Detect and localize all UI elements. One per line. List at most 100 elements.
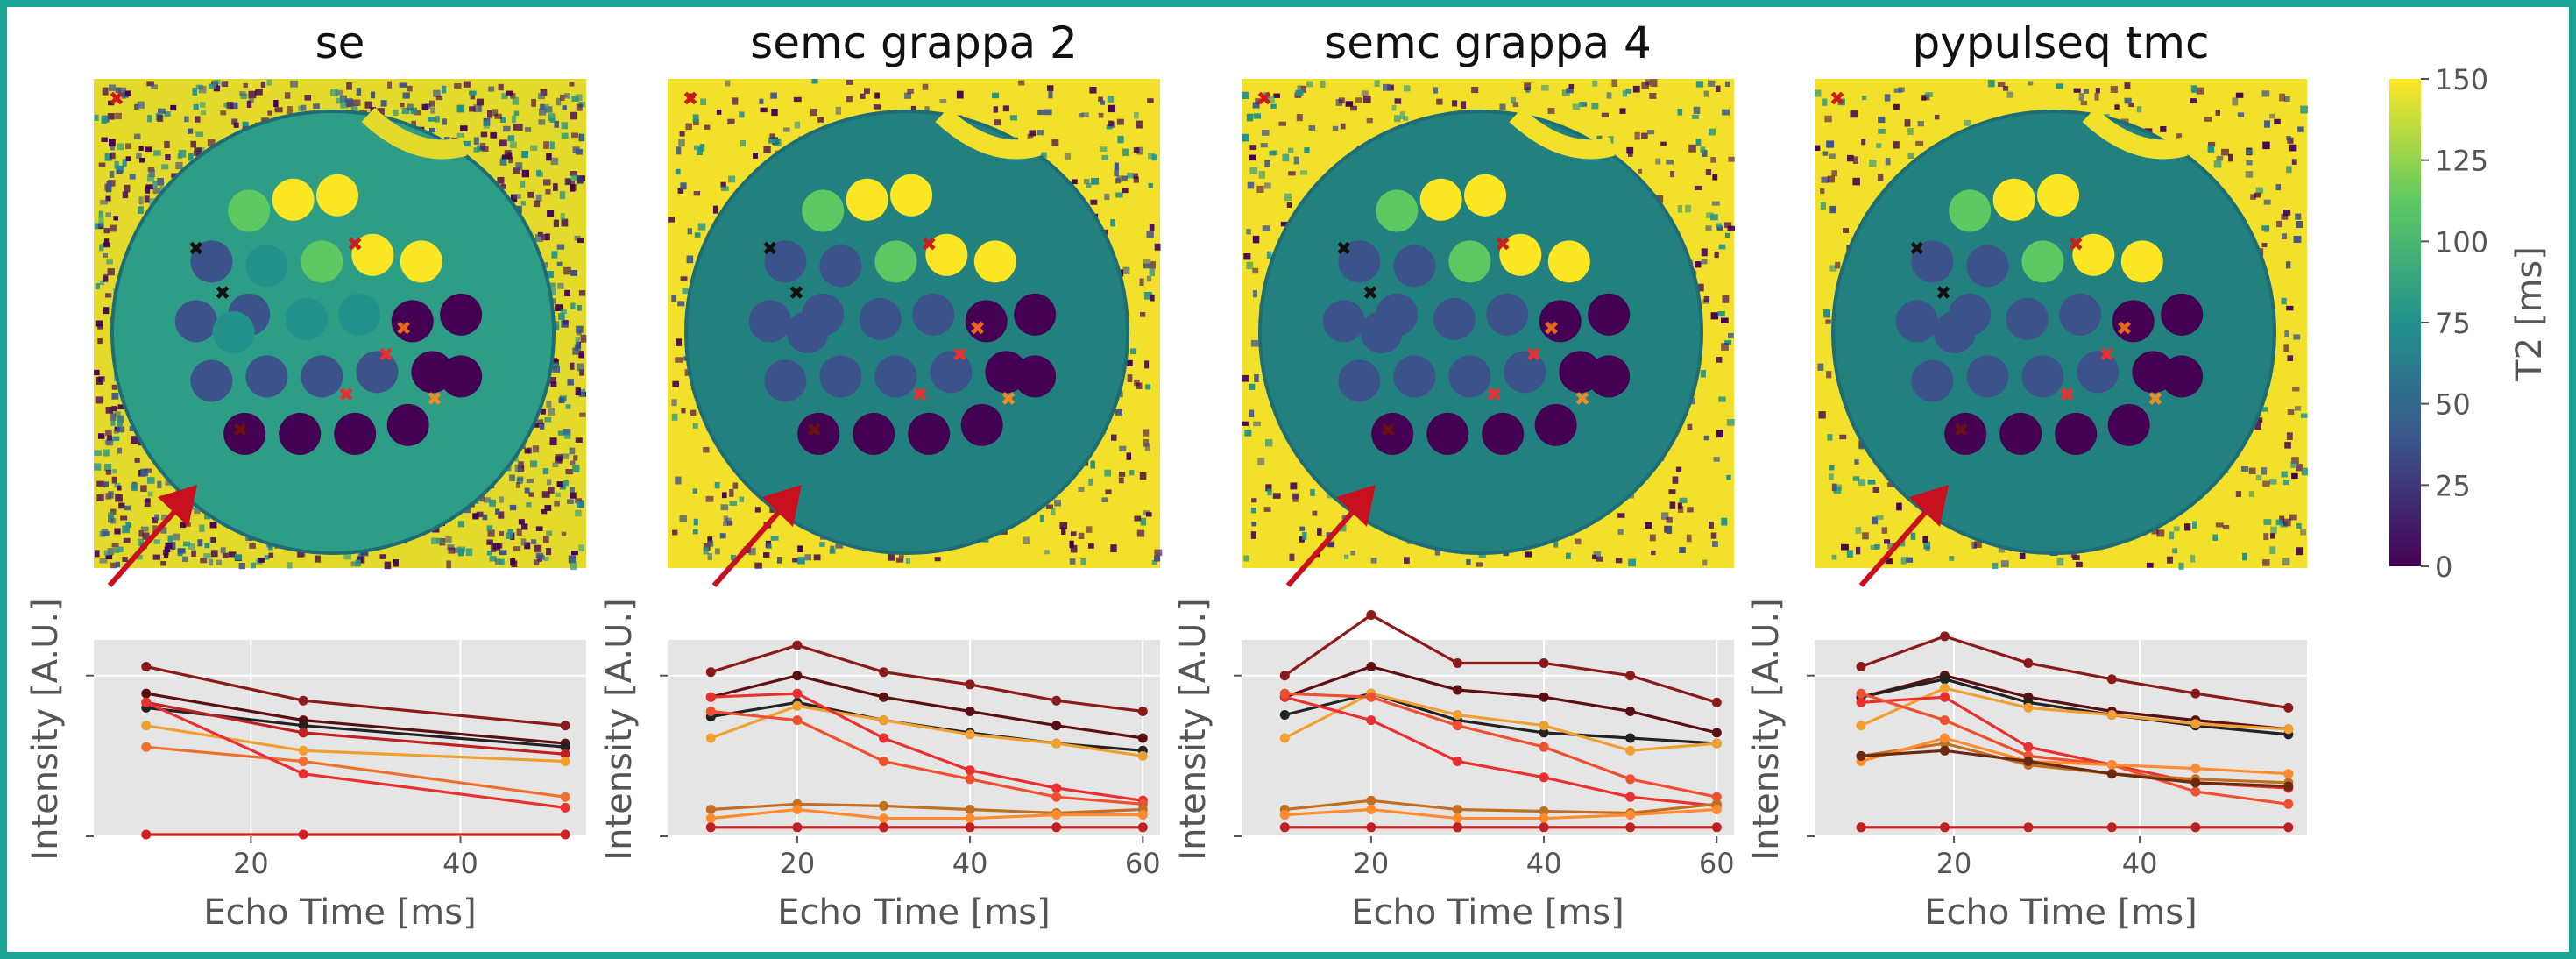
x-axis-label: Echo Time [ms] — [1924, 892, 2197, 933]
noise-pixel — [1300, 85, 1307, 93]
arrow-head — [1909, 485, 1949, 527]
noise-pixel — [113, 429, 119, 434]
noise-pixel — [111, 384, 117, 390]
noise-pixel — [907, 89, 914, 94]
vial — [1338, 359, 1381, 402]
noise-pixel — [1126, 452, 1132, 460]
noise-pixel — [1822, 98, 1828, 106]
noise-pixel — [541, 508, 548, 515]
noise-pixel — [1917, 121, 1924, 127]
noise-pixel — [199, 524, 205, 532]
data-point — [560, 802, 570, 813]
noise-pixel — [1695, 81, 1704, 88]
noise-pixel — [477, 145, 483, 152]
noise-pixel — [1987, 80, 1995, 88]
noise-pixel — [1553, 540, 1559, 548]
roi-marker: ✖ — [188, 238, 204, 260]
noise-pixel — [1253, 113, 1261, 119]
noise-pixel — [539, 108, 547, 116]
data-point — [298, 695, 308, 706]
roi-marker: ✖ — [395, 318, 411, 340]
noise-pixel — [2281, 213, 2289, 220]
noise-pixel — [1574, 538, 1582, 545]
noise-pixel — [2246, 160, 2253, 166]
noise-pixel — [470, 94, 476, 100]
noise-pixel — [105, 195, 111, 202]
series-s1 — [705, 640, 1148, 716]
noise-pixel — [1133, 147, 1140, 153]
noise-pixel — [137, 538, 145, 547]
noise-pixel — [548, 377, 556, 384]
vial — [1393, 245, 1436, 288]
noise-pixel — [550, 381, 557, 387]
noise-pixel — [99, 558, 108, 564]
noise-pixel — [2289, 514, 2297, 521]
roi-marker: ✖ — [2059, 385, 2075, 407]
noise-pixel — [1856, 546, 1861, 555]
noise-pixel — [2289, 144, 2297, 152]
data-point — [1711, 822, 1722, 833]
noise-pixel — [110, 224, 117, 232]
data-point — [1940, 631, 1950, 642]
noise-pixel — [442, 118, 447, 125]
noise-pixel — [165, 542, 173, 550]
data-point — [965, 822, 975, 833]
noise-pixel — [182, 541, 190, 547]
phantom-notch — [361, 107, 467, 160]
noise-pixel — [1081, 112, 1089, 117]
data-point — [879, 800, 888, 811]
noise-pixel — [1149, 268, 1155, 276]
noise-pixel — [686, 255, 694, 264]
noise-pixel — [98, 216, 104, 224]
series-s8 — [1279, 805, 1722, 824]
series-s1 — [1279, 610, 1722, 707]
noise-pixel — [111, 543, 119, 548]
data-point — [2283, 769, 2294, 779]
vial-group — [1895, 174, 2204, 455]
noise-pixel — [453, 547, 462, 553]
noise-pixel — [163, 552, 169, 558]
noise-pixel — [1829, 465, 1835, 471]
noise-pixel — [2284, 96, 2290, 103]
noise-pixel — [1136, 146, 1143, 155]
noise-pixel — [511, 115, 517, 124]
noise-pixel — [118, 502, 125, 509]
vial-group — [174, 174, 483, 455]
noise-pixel — [199, 102, 206, 108]
noise-pixel — [1826, 371, 1832, 379]
noise-pixel — [553, 219, 559, 228]
noise-pixel — [2095, 88, 2100, 94]
noise-pixel — [1253, 421, 1261, 427]
series-s6 — [141, 742, 570, 802]
noise-pixel — [357, 553, 364, 559]
data-point — [1711, 792, 1722, 802]
noise-pixel — [552, 462, 559, 468]
data-point — [2023, 822, 2034, 833]
noise-pixel — [544, 505, 552, 511]
noise-pixel — [753, 153, 758, 159]
noise-pixel — [571, 551, 578, 556]
noise-pixel — [705, 495, 714, 502]
noise-pixel — [1925, 545, 1930, 552]
noise-pixel — [678, 139, 685, 147]
vial — [973, 240, 1016, 283]
noise-pixel — [1147, 98, 1154, 103]
noise-pixel — [1461, 101, 1467, 110]
noise-pixel — [165, 154, 171, 160]
data-point — [560, 721, 570, 731]
noise-pixel — [445, 536, 452, 543]
vial — [1448, 355, 1491, 398]
noise-pixel — [107, 435, 112, 441]
noise-pixel — [2151, 529, 2159, 535]
noise-pixel — [572, 465, 580, 472]
noise-pixel — [2294, 406, 2302, 411]
noise-pixel — [548, 487, 555, 494]
noise-pixel — [157, 480, 162, 489]
roi-marker: ✖ — [2068, 234, 2084, 256]
noise-pixel — [2216, 155, 2224, 161]
noise-pixel — [209, 83, 216, 89]
noise-pixel — [676, 338, 683, 346]
noise-pixel — [1282, 153, 1290, 162]
noise-pixel — [486, 525, 493, 531]
vial — [391, 300, 434, 343]
